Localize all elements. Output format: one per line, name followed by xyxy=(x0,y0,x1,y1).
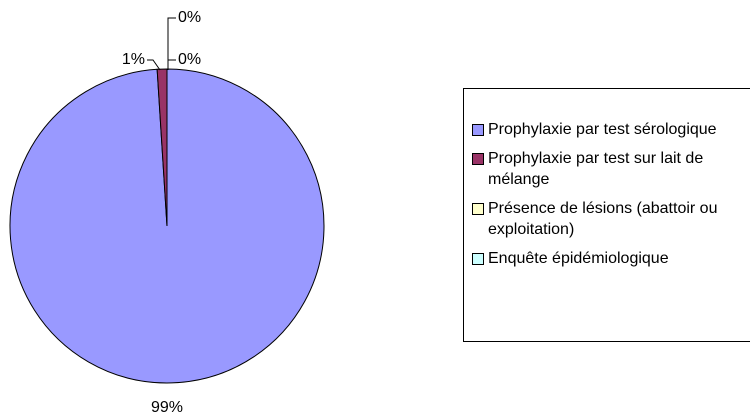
leader-line xyxy=(167,59,176,70)
legend-label: Prophylaxie par test sérologique xyxy=(488,121,717,138)
legend-label: Présence de lésions (abattoir ou exploit… xyxy=(488,200,718,238)
data-label: 99% xyxy=(151,399,183,416)
legend-item: Présence de lésions (abattoir ou exploit… xyxy=(472,198,750,240)
legend-swatch xyxy=(472,153,484,165)
data-label: 1% xyxy=(122,51,145,68)
legend-item: Prophylaxie par test sur lait de mélange xyxy=(472,148,750,190)
legend-swatch xyxy=(472,253,484,265)
data-label: 0% xyxy=(178,9,201,26)
legend-label: Prophylaxie par test sur lait de mélange xyxy=(488,150,704,188)
legend-item: Enquête épidémiologique xyxy=(472,248,750,269)
legend-item: Prophylaxie par test sérologique xyxy=(472,119,750,140)
legend-swatch xyxy=(472,203,484,215)
data-label: 0% xyxy=(178,51,201,68)
legend-swatch xyxy=(472,124,484,136)
leader-line xyxy=(147,59,161,71)
leader-line xyxy=(167,17,176,60)
legend-label: Enquête épidémiologique xyxy=(488,250,669,267)
legend: Prophylaxie par test sérologique Prophyla… xyxy=(463,88,750,342)
